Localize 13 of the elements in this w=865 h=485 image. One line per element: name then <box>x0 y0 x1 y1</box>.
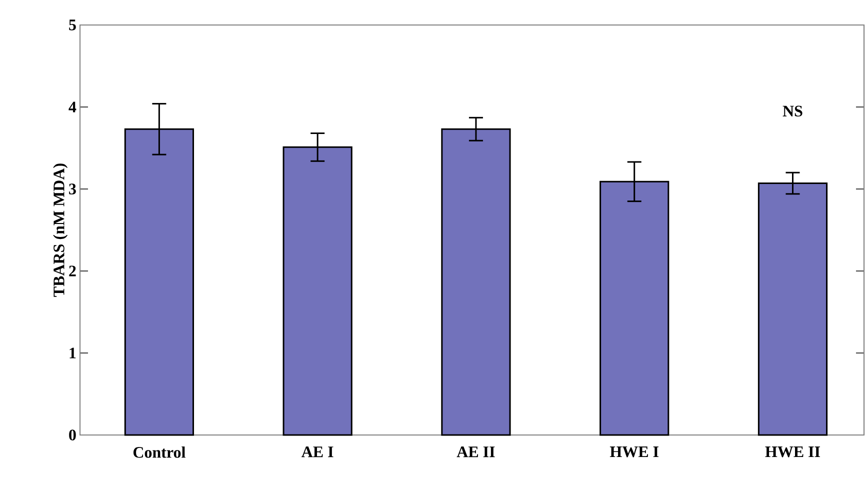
y-axis-title: TBARS (nM MDA) <box>53 164 68 297</box>
x-tick-label: AE I <box>302 446 334 458</box>
x-tick-label: Control <box>133 446 186 458</box>
x-tick-label: HWE I <box>610 446 658 458</box>
y-tick-label: 1 <box>70 348 76 358</box>
x-tick-label: HWE II <box>765 446 820 458</box>
annotation: NS <box>782 106 802 116</box>
x-tick-label: AE II <box>456 446 495 458</box>
y-tick-label: 2 <box>69 266 76 276</box>
y-tick-label: 0 <box>69 430 76 440</box>
y-tick-label: 3 <box>69 184 76 194</box>
y-tick-label: 5 <box>69 20 76 30</box>
y-tick-label: 4 <box>68 102 76 112</box>
